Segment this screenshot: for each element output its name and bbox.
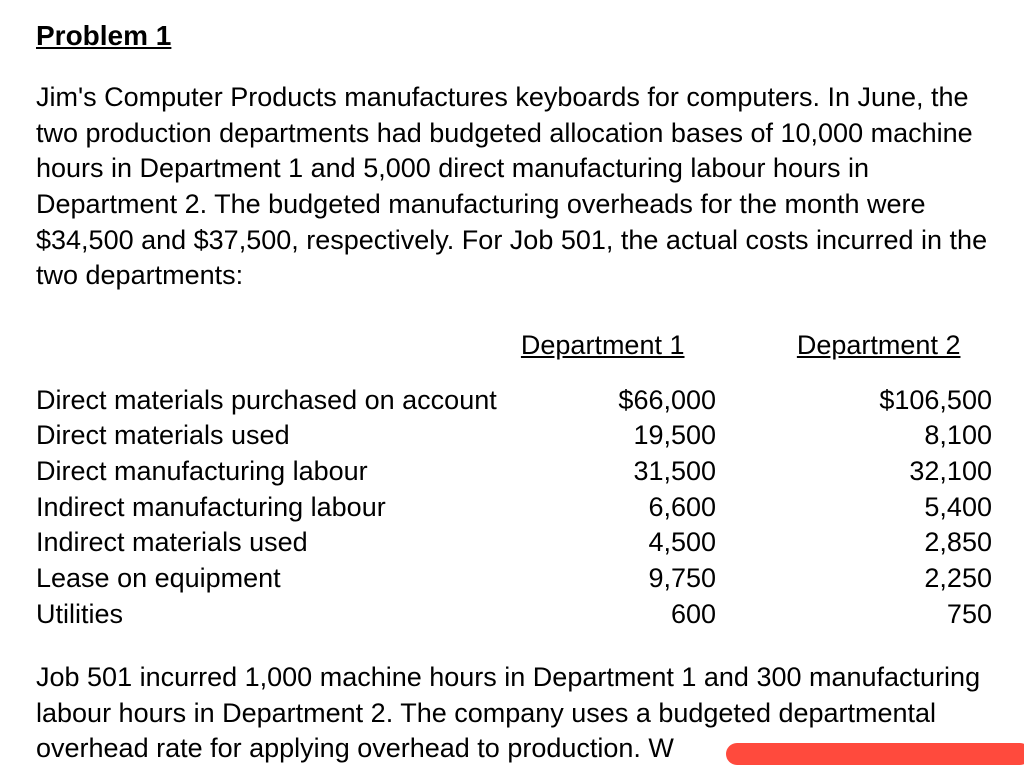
row-dept2: $106,500 [844, 383, 992, 419]
row-dept1: $66,000 [568, 383, 716, 419]
problem-title: Problem 1 [36, 20, 992, 52]
row-dept1: 31,500 [568, 454, 716, 490]
row-dept1: 19,500 [568, 418, 716, 454]
header-dept2: Department 2 [765, 330, 992, 361]
table-row: Direct materials used 19,500 8,100 [36, 418, 992, 454]
table-row: Lease on equipment 9,750 2,250 [36, 561, 992, 597]
table-header-row: Department 1 Department 2 [36, 330, 992, 361]
row-label: Indirect materials used [36, 525, 568, 561]
table-row: Indirect manufacturing labour 6,600 5,40… [36, 490, 992, 526]
footer-line: labour hours in Department 2. The compan… [36, 698, 936, 728]
footer-paragraph: Job 501 incurred 1,000 machine hours in … [36, 660, 992, 767]
redaction-mark [726, 743, 1024, 765]
intro-paragraph: Jim's Computer Products manufactures key… [36, 80, 992, 294]
cost-table: Department 1 Department 2 Direct materia… [36, 330, 992, 632]
row-dept2: 2,250 [844, 561, 992, 597]
table-row: Direct manufacturing labour 31,500 32,10… [36, 454, 992, 490]
page: Problem 1 Jim's Computer Products manufa… [0, 0, 1024, 767]
footer-line: overhead rate for applying overhead to p… [36, 733, 648, 763]
row-dept1: 600 [568, 597, 716, 633]
footer-line: Job 501 incurred 1,000 machine hours in … [36, 662, 980, 692]
row-label: Lease on equipment [36, 561, 568, 597]
row-dept2: 32,100 [844, 454, 992, 490]
table-row: Indirect materials used 4,500 2,850 [36, 525, 992, 561]
row-label: Direct materials used [36, 418, 568, 454]
row-label: Direct manufacturing labour [36, 454, 568, 490]
header-dept1: Department 1 [489, 330, 716, 361]
table-row: Utilities 600 750 [36, 597, 992, 633]
row-dept2: 8,100 [844, 418, 992, 454]
row-dept2: 5,400 [844, 490, 992, 526]
row-label: Utilities [36, 597, 568, 633]
row-dept1: 4,500 [568, 525, 716, 561]
row-dept1: 9,750 [568, 561, 716, 597]
row-label: Direct materials purchased on account [36, 383, 568, 419]
row-dept2: 2,850 [844, 525, 992, 561]
row-dept1: 6,600 [568, 490, 716, 526]
row-dept2: 750 [844, 597, 992, 633]
footer-cutoff: W [648, 733, 673, 763]
row-label: Indirect manufacturing labour [36, 490, 568, 526]
table-row: Direct materials purchased on account $6… [36, 383, 992, 419]
